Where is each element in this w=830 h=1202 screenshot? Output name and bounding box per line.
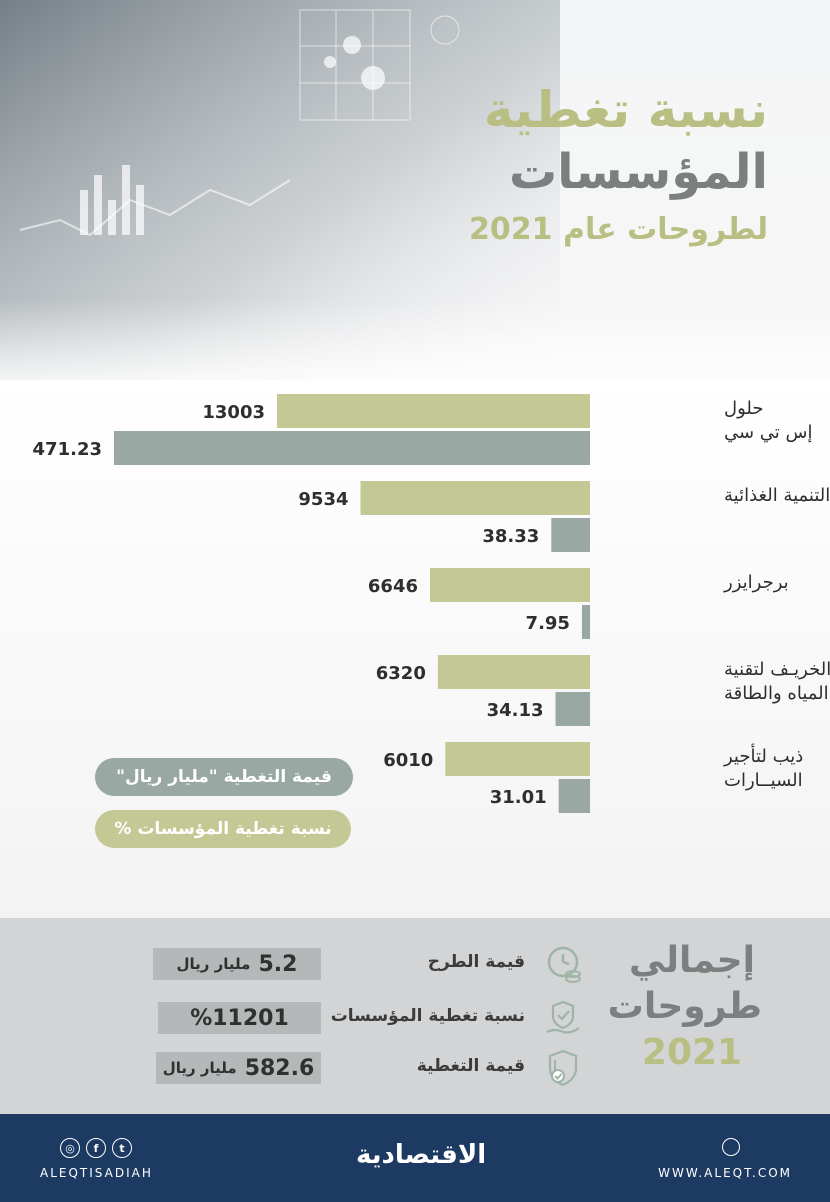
totals-row-coverage-pct: نسبة تغطية المؤسسات %11201 xyxy=(0,998,830,1038)
bar-value-label: 9534 xyxy=(298,489,348,510)
bar-coverage-pct xyxy=(360,481,590,515)
totals-title-line-1: إجمالي xyxy=(629,940,755,981)
bar-coverage-value xyxy=(551,518,590,552)
totals-label-offering: قيمة الطرح xyxy=(427,952,525,972)
twitter-icon[interactable]: t xyxy=(112,1138,132,1158)
category-label: حلول xyxy=(724,398,763,419)
bar-chart: 13003 471.23 حلول إس تي سي 9534 38.33 التنمية … xyxy=(33,394,830,813)
offering-value: 5.2 xyxy=(258,951,298,977)
offering-unit: مليار ريال xyxy=(176,955,251,973)
category-label: السيــارات xyxy=(724,770,803,791)
bar-coverage-pct xyxy=(277,394,590,428)
bar-value-label: 6010 xyxy=(383,750,433,771)
title-line-1: نسبة تغطية xyxy=(483,81,768,139)
bar-coverage-pct xyxy=(437,655,590,689)
category-label: ذيب لتأجير xyxy=(723,743,803,767)
totals-label-coverage-value: قيمة التغطية xyxy=(416,1056,525,1076)
globe-icon xyxy=(722,1138,740,1156)
bar-coverage-pct xyxy=(430,568,590,602)
clock-coins-icon xyxy=(547,946,581,983)
coverage-value-value: 582.6 xyxy=(244,1055,315,1081)
website-url[interactable]: WWW.ALEQT.COM xyxy=(658,1166,792,1180)
category-label: المياه والطاقة xyxy=(724,683,829,704)
totals-value-offering: 5.2 مليار ريال xyxy=(153,948,321,980)
footer: ◎ f t ALEQTISADIAH الاقتصادية WWW.ALEQT.… xyxy=(0,1114,830,1202)
totals-row-offering-value: قيمة الطرح 5.2 مليار ريال xyxy=(0,944,830,984)
totals-value-coverage-pct: %11201 xyxy=(158,1002,321,1034)
bar-value-label: 34.13 xyxy=(487,700,544,721)
totals-label-coverage-pct: نسبة تغطية المؤسسات xyxy=(330,1006,525,1026)
social-links: ◎ f t xyxy=(60,1138,132,1158)
bar-coverage-value xyxy=(581,605,590,639)
bar-coverage-value xyxy=(114,431,590,465)
social-handle: ALEQTISADIAH xyxy=(40,1166,153,1180)
brand-logo: الاقتصادية xyxy=(356,1140,487,1170)
bar-value-label: 7.95 xyxy=(526,613,570,634)
title-block: نسبة تغطية المؤسسات لطروحات عام 2021 xyxy=(469,78,768,258)
totals-panel: إجمالي طروحات 2021 قيمة الطرح 5.2 مليار … xyxy=(0,918,830,1114)
bar-value-label: 38.33 xyxy=(482,526,539,547)
bar-coverage-value xyxy=(558,779,590,813)
totals-value-coverage-value: 582.6 مليار ريال xyxy=(156,1052,321,1084)
legend-coverage-value: قيمة التغطية "مليار ريال" xyxy=(95,758,353,796)
category-label: برجرايزر xyxy=(723,572,789,593)
hero-image: نسبة تغطية المؤسسات لطروحات عام 2021 xyxy=(0,0,830,400)
totals-title: إجمالي طروحات 2021 xyxy=(607,938,762,1076)
coverage-pct-value: %11201 xyxy=(190,1005,289,1031)
bar-coverage-pct xyxy=(445,742,590,776)
totals-row-coverage-value: قيمة التغطية 582.6 مليار ريال xyxy=(0,1048,830,1088)
title-line-3: لطروحات عام 2021 xyxy=(469,212,768,247)
category-label: التنمية الغذائية xyxy=(724,485,830,506)
title-line-2: المؤسسات xyxy=(508,144,768,200)
bar-value-label: 471.23 xyxy=(33,439,102,460)
instagram-icon[interactable]: ◎ xyxy=(60,1138,80,1158)
bar-value-label: 6320 xyxy=(376,663,426,684)
bar-value-label: 13003 xyxy=(202,402,265,423)
bar-value-label: 6646 xyxy=(368,576,418,597)
hand-shield-icon xyxy=(546,1000,580,1034)
coverage-value-unit: مليار ريال xyxy=(162,1059,237,1077)
category-label: الخريـف لتقنية xyxy=(724,659,830,680)
category-label: إس تي سي xyxy=(724,422,813,443)
facebook-icon[interactable]: f xyxy=(86,1138,106,1158)
shield-check-icon xyxy=(548,1049,578,1087)
legend-coverage-pct: نسبة تغطية المؤسسات % xyxy=(95,810,351,848)
bar-coverage-value xyxy=(555,692,590,726)
totals-title-line-3: 2021 xyxy=(641,1032,743,1073)
totals-title-line-2: طروحات xyxy=(607,986,762,1027)
bar-value-label: 31.01 xyxy=(490,787,547,808)
